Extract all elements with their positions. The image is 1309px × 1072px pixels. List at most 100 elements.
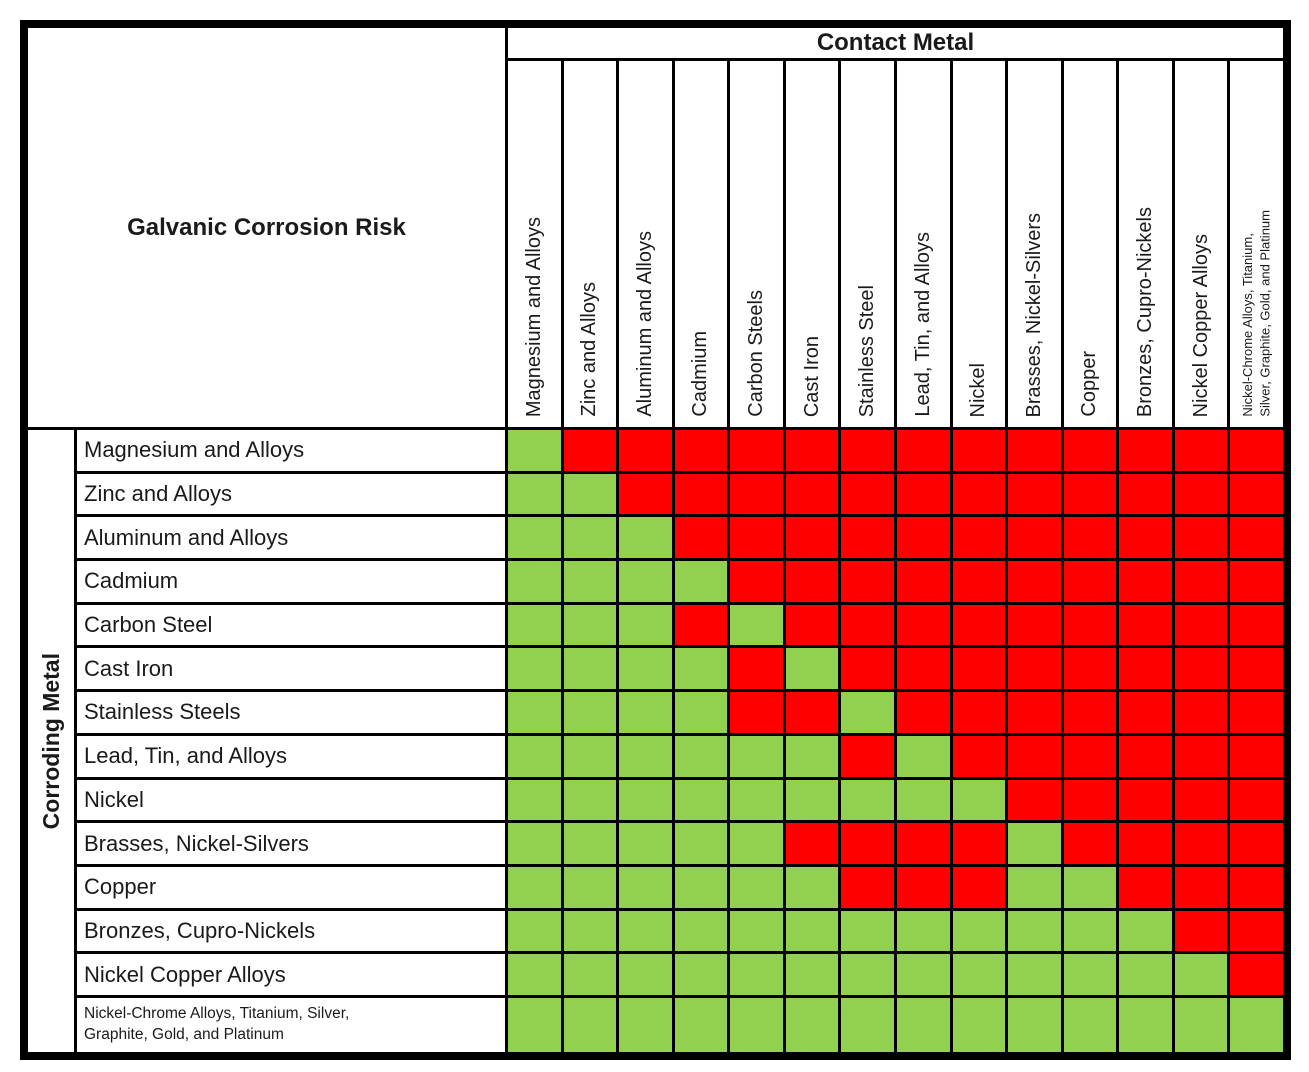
- matrix-cell: [1230, 954, 1283, 995]
- matrix-cell: [1063, 910, 1117, 952]
- matrix-cell: [619, 692, 672, 733]
- row-label-text: Stainless Steels: [84, 699, 241, 725]
- matrix-cell: [785, 954, 839, 995]
- matrix-cell: [1119, 430, 1172, 471]
- matrix-cell: [508, 692, 561, 733]
- matrix-cell: [508, 473, 561, 515]
- col-header: Bronzes, Cupro-Nickels: [1119, 61, 1172, 427]
- matrix-cell: [619, 866, 672, 908]
- corroding-metal-header: Corroding Metal: [37, 652, 64, 830]
- matrix-cell: [785, 473, 839, 515]
- matrix-cell: [730, 997, 783, 1052]
- matrix-cell: [841, 473, 894, 515]
- matrix-cell: [730, 604, 783, 646]
- matrix-cell: [785, 997, 839, 1052]
- matrix-cell: [1008, 517, 1061, 559]
- matrix-cell: [508, 735, 561, 777]
- matrix-cell: [1063, 997, 1117, 1052]
- matrix-cell: [730, 735, 783, 777]
- matrix-cell: [785, 779, 839, 821]
- matrix-cell: [1008, 561, 1061, 602]
- matrix-cell: [1174, 430, 1228, 471]
- matrix-cell: [1230, 735, 1283, 777]
- matrix-cell: [897, 561, 950, 602]
- matrix-cell: [897, 997, 950, 1052]
- matrix-cell: [897, 910, 950, 952]
- matrix-cell: [563, 648, 617, 690]
- row-label-text: Cadmium: [84, 568, 179, 594]
- matrix-cell: [1230, 430, 1283, 471]
- matrix-cell: [785, 604, 839, 646]
- matrix-cell: [508, 954, 561, 995]
- matrix-cell: [952, 954, 1006, 995]
- row-label: Nickel: [77, 779, 505, 821]
- col-header: Nickel: [952, 61, 1006, 427]
- matrix-cell: [785, 561, 839, 602]
- matrix-cell: [1063, 823, 1117, 864]
- matrix-cell: [563, 866, 617, 908]
- matrix-cell: [619, 779, 672, 821]
- col-header-label: Carbon Steels: [745, 290, 768, 417]
- matrix-cell: [674, 517, 728, 559]
- matrix-cell: [1230, 910, 1283, 952]
- matrix-cell: [1230, 692, 1283, 733]
- matrix-cell: [674, 954, 728, 995]
- matrix-cell: [1174, 954, 1228, 995]
- matrix-cell: [619, 561, 672, 602]
- matrix-cell: [1063, 473, 1117, 515]
- row-label: Zinc and Alloys: [77, 473, 505, 515]
- matrix-cell: [674, 692, 728, 733]
- matrix-cell: [563, 473, 617, 515]
- matrix-cell: [1063, 779, 1117, 821]
- matrix-cell: [841, 954, 894, 995]
- row-label-text: Magnesium and Alloys: [84, 437, 305, 463]
- matrix-cell: [952, 561, 1006, 602]
- col-header-label: Magnesium and Alloys: [522, 216, 545, 417]
- matrix-cell: [1119, 735, 1172, 777]
- col-header-label: Aluminum and Alloys: [633, 231, 656, 417]
- matrix-cell: [1119, 473, 1172, 515]
- row-label: Carbon Steel: [77, 604, 505, 646]
- matrix-cell: [1230, 561, 1283, 602]
- matrix-cell: [841, 866, 894, 908]
- matrix-cell: [785, 866, 839, 908]
- matrix-cell: [1008, 823, 1061, 864]
- matrix-cell: [897, 735, 950, 777]
- matrix-cell: [674, 823, 728, 864]
- matrix-cell: [730, 954, 783, 995]
- row-label-text: Nickel-Chrome Alloys, Titanium, Silver, …: [84, 1005, 350, 1043]
- matrix-cell: [1063, 692, 1117, 733]
- matrix-cell: [897, 692, 950, 733]
- matrix-cell: [1008, 604, 1061, 646]
- matrix-cell: [1008, 692, 1061, 733]
- matrix-cell: [897, 473, 950, 515]
- matrix-cell: [508, 910, 561, 952]
- matrix-cell: [730, 910, 783, 952]
- matrix-cell: [952, 910, 1006, 952]
- matrix-cell: [952, 823, 1006, 864]
- chart-title-cell: Galvanic Corrosion Risk: [28, 28, 505, 427]
- matrix-cell: [897, 430, 950, 471]
- chart-title: Galvanic Corrosion Risk: [127, 213, 406, 241]
- matrix-cell: [897, 517, 950, 559]
- col-header: Cast Iron: [785, 61, 839, 427]
- matrix-cell: [841, 561, 894, 602]
- matrix-cell: [730, 430, 783, 471]
- matrix-cell: [1008, 779, 1061, 821]
- matrix-cell: [674, 779, 728, 821]
- matrix-cell: [674, 430, 728, 471]
- matrix-cell: [563, 997, 617, 1052]
- matrix-cell: [1008, 473, 1061, 515]
- matrix-cell: [1174, 604, 1228, 646]
- matrix-cell: [1119, 517, 1172, 559]
- matrix-cell: [1174, 473, 1228, 515]
- matrix-cell: [785, 910, 839, 952]
- matrix-cell: [841, 604, 894, 646]
- matrix-cell: [1063, 735, 1117, 777]
- matrix-cell: [563, 954, 617, 995]
- col-header-label: Bronzes, Cupro-Nickels: [1134, 206, 1157, 417]
- col-header: Cadmium: [674, 61, 728, 427]
- matrix-cell: [1174, 648, 1228, 690]
- matrix-cell: [1174, 692, 1228, 733]
- col-header: Zinc and Alloys: [563, 61, 617, 427]
